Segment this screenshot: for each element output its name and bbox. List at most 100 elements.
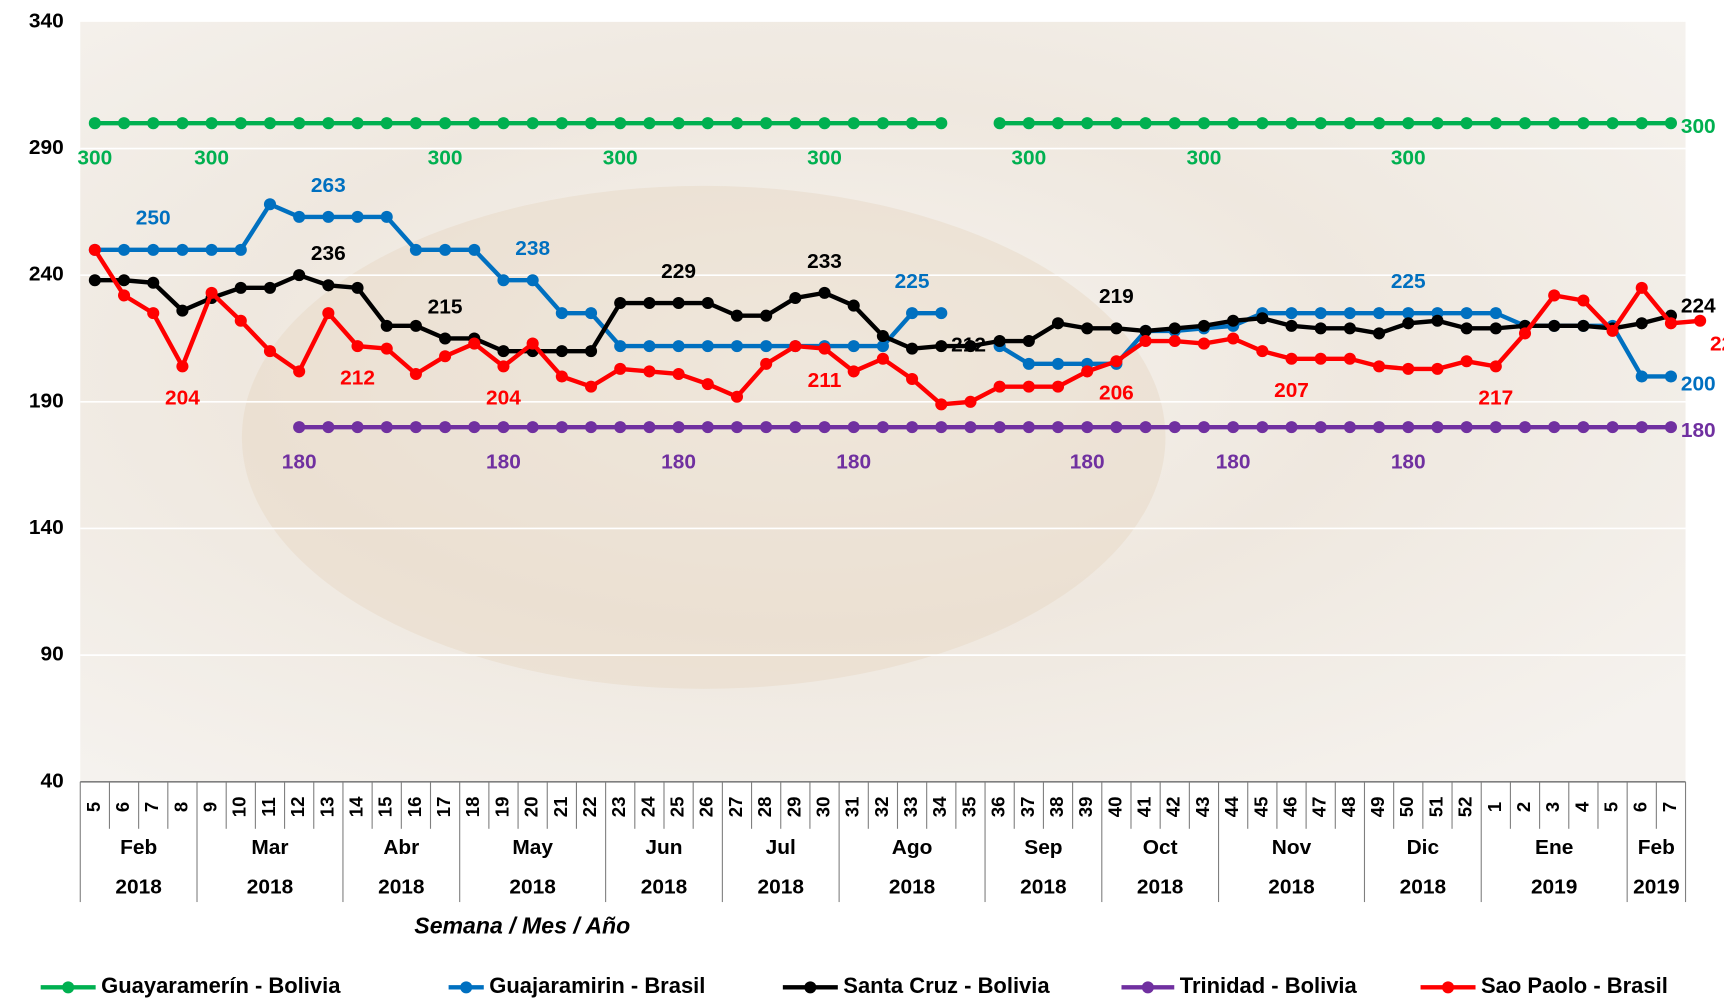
data-point (1315, 322, 1327, 334)
data-point (1431, 315, 1443, 327)
legend-marker (1142, 981, 1154, 993)
x-tick-label: 26 (696, 797, 717, 818)
x-tick-label: 23 (608, 797, 629, 818)
data-point (906, 117, 918, 129)
data-point (497, 274, 509, 286)
data-point (556, 117, 568, 129)
data-point (935, 340, 947, 352)
data-point (760, 310, 772, 322)
data-point (497, 360, 509, 372)
month-label: Feb (120, 836, 157, 859)
data-point (381, 117, 393, 129)
data-point (1665, 317, 1677, 329)
data-point (877, 117, 889, 129)
data-point (1461, 322, 1473, 334)
data-point (818, 287, 830, 299)
x-tick-label: 3 (1542, 802, 1563, 812)
data-point (439, 332, 451, 344)
legend-label: Sao Paolo - Brasil (1481, 973, 1668, 998)
data-point (1315, 353, 1327, 365)
x-tick-label: 31 (842, 797, 863, 818)
month-label: May (512, 836, 553, 859)
data-point (497, 117, 509, 129)
data-label: 300 (428, 147, 463, 170)
data-point (1110, 117, 1122, 129)
data-point (1081, 117, 1093, 129)
data-point (935, 307, 947, 319)
data-point (760, 421, 772, 433)
data-point (673, 368, 685, 380)
data-point (789, 421, 801, 433)
data-point (118, 244, 130, 256)
x-tick-label: 47 (1309, 797, 1330, 818)
data-label: 200 (1681, 373, 1716, 396)
data-point (1052, 117, 1064, 129)
data-point (293, 269, 305, 281)
data-label: 204 (165, 387, 200, 410)
x-tick-label: 40 (1104, 797, 1125, 818)
legend-marker (804, 981, 816, 993)
data-point (381, 343, 393, 355)
data-point (1402, 421, 1414, 433)
data-point (1402, 117, 1414, 129)
data-label: 229 (661, 260, 696, 283)
data-point (1023, 335, 1035, 347)
data-point (1402, 363, 1414, 375)
x-tick-label: 21 (550, 797, 571, 818)
data-point (1023, 381, 1035, 393)
data-point (497, 345, 509, 357)
data-point (1665, 117, 1677, 129)
data-point (1577, 294, 1589, 306)
data-point (1548, 289, 1560, 301)
data-label: 211 (808, 369, 842, 392)
x-tick-label: 30 (812, 797, 833, 818)
x-tick-label: 19 (491, 797, 512, 818)
x-tick-label: 51 (1425, 797, 1446, 818)
year-label: 2018 (758, 875, 804, 898)
data-point (1490, 421, 1502, 433)
data-point (1198, 338, 1210, 350)
x-tick-label: 33 (900, 797, 921, 818)
data-point (527, 274, 539, 286)
month-label: Ene (1535, 836, 1573, 859)
data-point (702, 297, 714, 309)
x-tick-label: 38 (1046, 797, 1067, 818)
data-point (1373, 327, 1385, 339)
data-point (935, 398, 947, 410)
data-point (468, 421, 480, 433)
data-point (322, 117, 334, 129)
data-point (439, 421, 451, 433)
data-point (1081, 365, 1093, 377)
data-label: 180 (1681, 419, 1716, 442)
data-point (1227, 332, 1239, 344)
x-tick-label: 27 (725, 797, 746, 818)
data-point (206, 117, 218, 129)
data-point (1256, 312, 1268, 324)
data-label: 207 (1274, 379, 1309, 402)
data-point (1461, 421, 1473, 433)
data-point (1285, 307, 1297, 319)
month-label: Feb (1638, 836, 1675, 859)
x-tick-label: 14 (345, 796, 366, 817)
data-point (731, 117, 743, 129)
data-point (673, 117, 685, 129)
data-point (322, 211, 334, 223)
legend-label: Guajaramirin - Brasil (489, 973, 705, 998)
data-label: 180 (486, 451, 521, 474)
data-point (1169, 421, 1181, 433)
data-point (1227, 421, 1239, 433)
data-point (1256, 117, 1268, 129)
data-point (1169, 335, 1181, 347)
data-point (702, 117, 714, 129)
data-point (147, 117, 159, 129)
data-point (556, 307, 568, 319)
data-point (1052, 421, 1064, 433)
data-point (1548, 421, 1560, 433)
data-point (585, 345, 597, 357)
x-tick-label: 11 (258, 797, 279, 817)
year-label: 2018 (115, 875, 161, 898)
data-label: 180 (1216, 451, 1251, 474)
data-point (1023, 358, 1035, 370)
data-point (1285, 353, 1297, 365)
